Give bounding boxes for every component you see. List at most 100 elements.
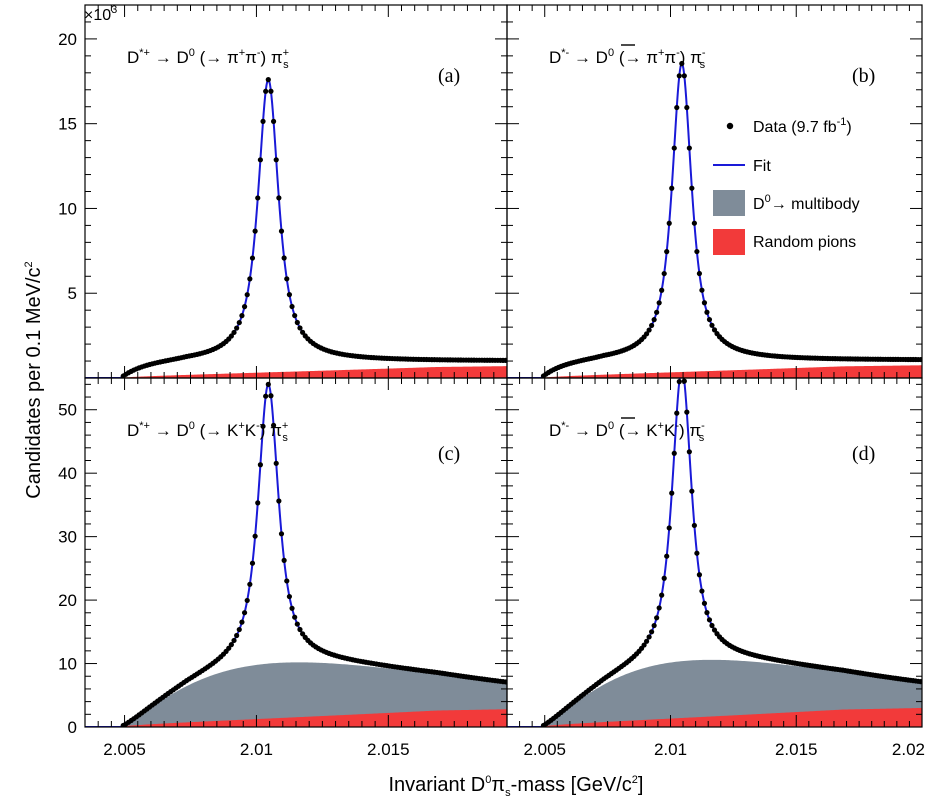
data-point [666, 525, 672, 531]
data-point [284, 578, 290, 584]
data-point [276, 195, 282, 201]
data-point [674, 410, 680, 416]
data-point [704, 309, 710, 315]
data-point [641, 642, 647, 648]
data-point [643, 331, 650, 337]
data-point [263, 88, 269, 94]
data-point [701, 300, 708, 306]
data-point [643, 638, 650, 644]
legend-multibody-swatch [713, 190, 745, 216]
multibody-area [120, 662, 507, 727]
panel-tag: (a) [438, 65, 460, 87]
data-point [686, 145, 692, 151]
data-point [681, 378, 687, 384]
data-point [649, 629, 655, 635]
legend: Data (9.7 fb-1) Fit D0→ multibody Random… [713, 116, 860, 255]
data-point [701, 600, 708, 606]
data-point [686, 449, 692, 455]
data-point [654, 615, 660, 621]
data-point [226, 645, 232, 651]
y-tick-label: 0 [68, 718, 77, 737]
y-tick-label: 10 [58, 655, 77, 674]
panel-a: 5 10 15 20 D*+ → D0 (→ π+π-) π+ s (a) [58, 4, 508, 379]
data-point [241, 610, 248, 616]
data-point [704, 610, 710, 616]
data-point [656, 300, 662, 306]
data-point [681, 73, 687, 79]
data-point [694, 550, 700, 556]
data-point [292, 614, 298, 620]
data-point [706, 316, 713, 323]
data-point [654, 309, 660, 315]
data-point [234, 325, 240, 331]
data-point [696, 270, 703, 277]
y-tick-label: 30 [58, 528, 77, 547]
panel-title: D*- → D0 (→ K+K-) π-s [549, 420, 705, 444]
legend-data-marker [726, 122, 734, 130]
data-point [691, 220, 697, 226]
data-point [671, 450, 677, 456]
multibody-area [540, 659, 922, 727]
data-point [244, 292, 250, 298]
data-point [281, 557, 287, 563]
data-point [674, 104, 680, 111]
data-point [284, 276, 290, 282]
y-tick-label: 50 [58, 401, 77, 420]
data-point [278, 531, 285, 537]
data-point [297, 325, 303, 331]
data-point [236, 319, 242, 326]
data-point [664, 249, 670, 255]
data-point [669, 185, 675, 191]
y-tick-label: 15 [58, 115, 77, 134]
data-point [684, 409, 690, 415]
data-point [228, 333, 234, 339]
data-point [659, 592, 665, 598]
panel-title: D*- → D0 (→ π+π-) π-s [549, 47, 706, 71]
y-tick-label: 5 [68, 284, 77, 303]
data-point [691, 522, 697, 529]
data-point [696, 572, 703, 578]
data-point [270, 422, 277, 428]
data-point [661, 270, 667, 277]
panel-frame [506, 377, 923, 728]
data-point [503, 679, 507, 685]
data-point [656, 605, 662, 611]
data-point [249, 255, 256, 261]
data-point [684, 104, 690, 111]
data-point [289, 303, 295, 310]
data-point [661, 575, 667, 581]
data-point [659, 287, 665, 293]
data-point [664, 553, 670, 559]
data-point [666, 220, 672, 226]
data-point [244, 597, 250, 604]
y-tick-label: 20 [58, 591, 77, 610]
data-point [299, 329, 306, 335]
y-axis-title: Candidates per 0.1 MeV/c2 [23, 261, 45, 498]
x-tick-label: 2.02 [892, 740, 925, 759]
data-point [255, 500, 261, 506]
data-point [699, 588, 705, 594]
y-tick-label: 10 [58, 199, 77, 218]
legend-multibody-label: D0→ multibody [753, 193, 860, 213]
data-point [234, 632, 240, 639]
legend-fit-label: Fit [753, 158, 771, 175]
data-point [689, 488, 695, 494]
legend-random-swatch [713, 229, 745, 255]
data-point [706, 617, 713, 623]
data-point [239, 619, 245, 625]
data-point [273, 157, 279, 163]
legend-data-label: Data (9.7 fb-1) [753, 116, 852, 136]
data-point [649, 322, 655, 329]
data-point [249, 560, 256, 566]
panel-d: 2.005 2.01 2.015 2.02 D*- → D0 (→ K+K-) π-s (… [506, 377, 925, 759]
data-point [651, 317, 657, 323]
data-point [265, 77, 271, 83]
y-multiplier: ×103 [84, 4, 117, 24]
random-pions-area [540, 707, 922, 727]
data-point [270, 118, 277, 124]
data-point [257, 462, 263, 468]
data-point [294, 621, 300, 627]
data-point [292, 312, 298, 319]
data-point [247, 581, 253, 587]
